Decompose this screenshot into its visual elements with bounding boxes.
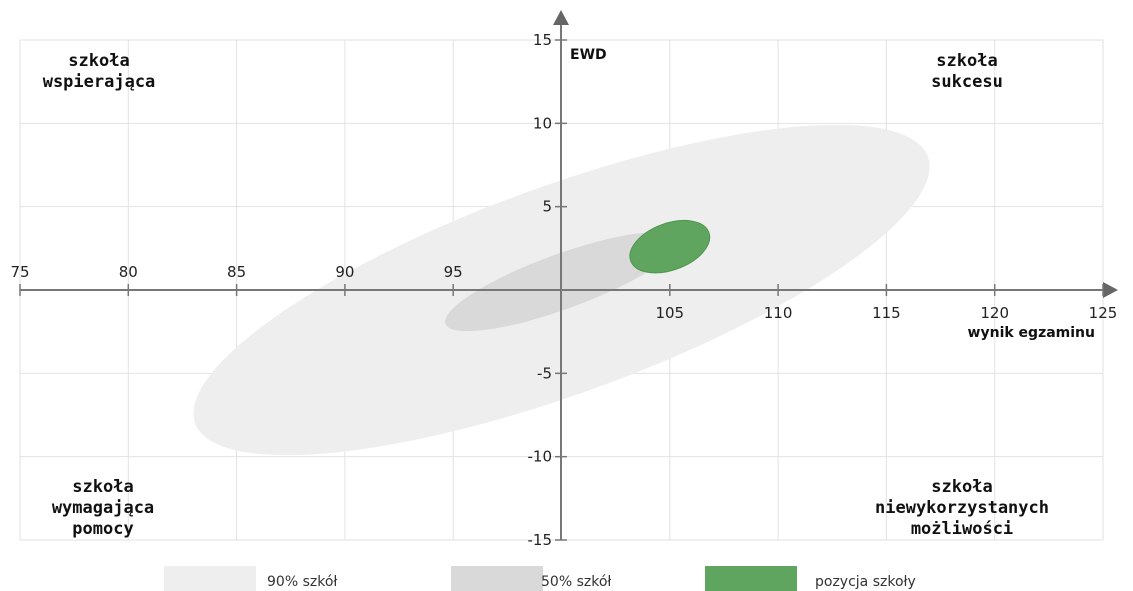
quadrant-label-bottom-left: wymagająca bbox=[52, 498, 154, 518]
y-tick-label: -5 bbox=[537, 364, 552, 382]
x-tick-label: 120 bbox=[980, 304, 1009, 322]
quadrant-label-bottom-right: niewykorzystanych bbox=[875, 498, 1049, 518]
quadrant-label-top-right: sukcesu bbox=[931, 72, 1003, 92]
x-tick-label: 105 bbox=[655, 304, 684, 322]
y-tick-label: -15 bbox=[528, 531, 553, 549]
quadrant-labels: szkoławspierającaszkołasukcesuszkoławyma… bbox=[43, 51, 1049, 539]
x-tick-label: 95 bbox=[444, 263, 463, 281]
y-tick-label: 15 bbox=[533, 31, 552, 49]
quadrant-label-bottom-left: szkoła bbox=[72, 477, 133, 497]
legend-swatch bbox=[705, 566, 797, 591]
x-tick-label: 85 bbox=[227, 263, 246, 281]
x-axis-title: wynik egzaminu bbox=[968, 325, 1095, 341]
x-tick-label: 125 bbox=[1089, 304, 1118, 322]
quadrant-label-top-right: szkoła bbox=[936, 51, 997, 71]
quadrant-label-bottom-left: pomocy bbox=[72, 519, 133, 539]
x-tick-label: 90 bbox=[335, 263, 354, 281]
quadrant-label-bottom-right: możliwości bbox=[911, 519, 1013, 539]
x-tick-label: 80 bbox=[119, 263, 138, 281]
x-tick-label: 115 bbox=[872, 304, 901, 322]
legend-swatch bbox=[451, 566, 543, 591]
axes bbox=[20, 10, 1118, 540]
x-axis-arrow bbox=[1103, 282, 1118, 298]
quadrant-label-bottom-right: szkoła bbox=[931, 477, 992, 497]
legend-label: 90% szkół bbox=[267, 574, 337, 590]
y-tick-label: -10 bbox=[528, 448, 553, 466]
quadrant-label-top-left: wspierająca bbox=[43, 72, 156, 92]
x-tick-label: 110 bbox=[764, 304, 793, 322]
y-tick-label: 5 bbox=[542, 198, 552, 216]
legend-label: pozycja szkoły bbox=[815, 574, 916, 590]
ellipse-school bbox=[629, 219, 711, 274]
y-axis-arrow bbox=[553, 10, 569, 25]
legend: 90% szkół 50% szkół pozycja szkoły bbox=[164, 566, 916, 591]
quadrant-label-top-left: szkoła bbox=[68, 51, 129, 71]
y-tick-label: 10 bbox=[533, 114, 552, 132]
legend-swatch bbox=[164, 566, 256, 591]
y-axis-title: EWD bbox=[570, 47, 607, 63]
x-tick-label: 75 bbox=[10, 263, 29, 281]
legend-label: 50% szkół bbox=[541, 574, 611, 590]
